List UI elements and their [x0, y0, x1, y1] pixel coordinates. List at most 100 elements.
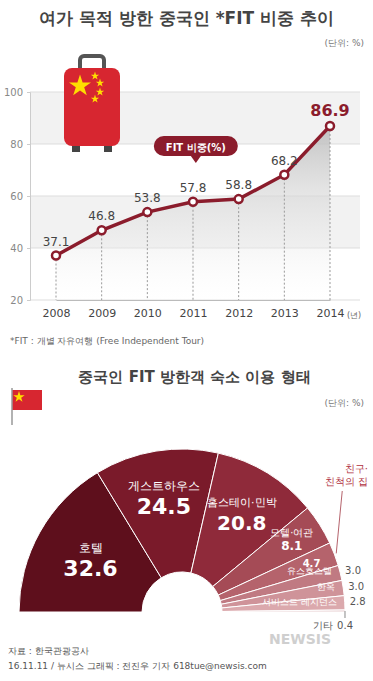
point	[143, 208, 151, 216]
flag-star	[13, 391, 24, 402]
data-label: 46.8	[88, 209, 115, 223]
slice	[222, 596, 345, 612]
data-label: 3.0	[348, 581, 364, 592]
labels: 호텔32.6게스트하우스24.5홈스테이·민박20.8모텔·여관8.14.7친구…	[63, 463, 368, 631]
drop-line	[238, 199, 239, 300]
point	[52, 252, 60, 260]
credit: 16.11.11 / 뉴시스 그래픽 : 전진우 기자 618tue@newsi…	[8, 661, 267, 671]
data-label: 20.8	[217, 511, 266, 535]
y-tick-label: 60	[10, 191, 23, 202]
x-tick: 2012	[225, 300, 253, 320]
x-tick-label: 2014	[317, 307, 345, 320]
footnote: *FIT : 개별 자유여행 (Free Independent Tour)	[10, 336, 204, 346]
data-label: 32.6	[63, 556, 117, 581]
x-tick: 2009	[88, 300, 116, 320]
series-marks	[52, 122, 334, 300]
x-tick-label: 2013	[271, 307, 299, 320]
background	[0, 0, 373, 681]
y-tick-mark	[27, 144, 30, 145]
y-tick: 100	[4, 87, 30, 98]
category-label: 유스호스텔	[287, 566, 332, 576]
flag-star	[96, 88, 104, 96]
data-label: 53.8	[134, 191, 161, 205]
x-tick-label: 2010	[134, 307, 162, 320]
flag-star	[69, 74, 91, 95]
point	[235, 195, 243, 203]
drop-line	[193, 202, 194, 300]
y-tick: 80	[10, 139, 30, 150]
data-label: 8.1	[281, 539, 302, 553]
suitcase-wheel	[104, 146, 112, 152]
data-label: 24.5	[137, 494, 191, 519]
drop-line	[147, 212, 148, 300]
series-callout-pointer	[191, 156, 201, 163]
suitcase-icon	[64, 56, 120, 152]
y-tick-label: 40	[10, 243, 23, 254]
data-label: 2.8	[350, 596, 366, 607]
data-label: 58.8	[225, 178, 252, 192]
unit-label: (단위: %)	[325, 38, 364, 48]
slice	[221, 580, 344, 608]
slices	[19, 449, 345, 612]
footer: NEWSIS 자료 : 한국관광공사 16.11.11 / 뉴시스 그래픽 : 전진…	[8, 631, 331, 671]
x-tick-label: 2011	[180, 307, 208, 320]
y-tick: 40	[10, 243, 30, 254]
infographic: 여가 목적 방한 중국인 *FIT 비중 추이 (단위: %) 20 40 60 80 10…	[0, 0, 373, 681]
chart-title: 여가 목적 방한 중국인 *FIT 비중 추이	[39, 8, 334, 28]
line	[56, 126, 330, 255]
category-label: 게스트하우스	[128, 479, 200, 493]
y-tick-mark	[27, 248, 30, 249]
chart-title: 중국인 FIT 방한객 숙소 이용 형태	[78, 368, 310, 386]
area	[56, 126, 330, 300]
x-axis-label: (년)	[347, 311, 361, 320]
x-axis-line	[57, 300, 331, 301]
slice	[222, 610, 345, 612]
pie-chart: 중국인 FIT 방한객 숙소 이용 형태(단위: %)호텔32.6게스트하우스2…	[12, 368, 368, 631]
category-label: 서비스드 레지던스	[262, 597, 337, 607]
x-tick: 2013	[271, 300, 299, 320]
source: 자료 : 한국관광공사	[8, 646, 89, 656]
logo: NEWSIS	[269, 631, 331, 647]
data-label: 3.0	[345, 565, 361, 576]
data-label: 37.1	[43, 235, 70, 249]
flag-pole	[11, 388, 13, 425]
y-tick: 60	[10, 191, 30, 202]
y-tick-mark	[27, 300, 30, 301]
x-tick-label: 2009	[88, 307, 116, 320]
y-tick-mark	[27, 196, 30, 197]
y-tick: 20	[10, 295, 30, 306]
data-label: 0.4	[337, 620, 353, 631]
y-tick-label: 100	[4, 87, 23, 98]
y-axis-line	[27, 93, 31, 301]
data-label: 68.2	[271, 154, 298, 168]
leader-line	[336, 491, 342, 553]
series-name: FIT 비중(%)	[166, 142, 226, 153]
unit-label: (단위: %)	[325, 398, 364, 408]
drop-line	[330, 126, 331, 300]
flag-star	[96, 79, 104, 87]
flag-star	[91, 72, 99, 80]
category-label: 호텔	[78, 541, 102, 555]
x-tick-label: 2008	[43, 307, 71, 320]
drop-line	[101, 230, 102, 300]
point	[189, 198, 197, 206]
drop-line	[56, 256, 57, 300]
suitcase-wheel	[72, 146, 80, 152]
x-tick: 2014	[317, 300, 345, 320]
category-label: 홈스테이·민박	[207, 496, 277, 509]
x-tick: 2011	[180, 300, 208, 320]
y-tick-label: 80	[10, 139, 23, 150]
pie: 호텔32.6게스트하우스24.5홈스테이·민박20.8모텔·여관8.14.7친구…	[19, 449, 368, 631]
x-tick-label: 2012	[225, 307, 253, 320]
x-tick: 2008	[43, 300, 71, 320]
y-axis: 20 40 60 80 100	[4, 87, 31, 306]
flag-star	[91, 95, 99, 103]
data-label: 86.9	[310, 101, 349, 120]
leader-line	[344, 611, 345, 618]
category-label: 모텔·여관	[270, 527, 313, 538]
point	[326, 122, 334, 130]
x-axis: 2008 2009 2010 2011 2012 2013 2014	[43, 300, 345, 320]
y-tick-label: 20	[10, 295, 23, 306]
series-callout-box	[154, 136, 238, 156]
flag	[12, 390, 42, 410]
